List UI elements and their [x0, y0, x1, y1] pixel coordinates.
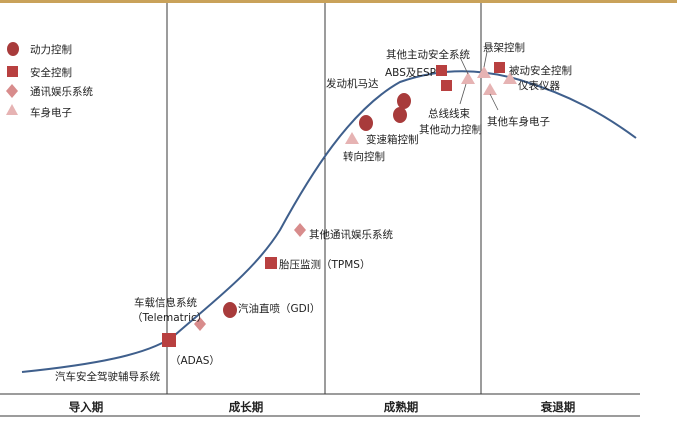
gdi-marker [223, 302, 237, 318]
phase-maturity: 成熟期 [384, 400, 419, 414]
other-body-label: 其他车身电子 [487, 115, 550, 128]
suspension-marker [477, 66, 491, 78]
abs-esp-marker [441, 80, 452, 91]
other-infotainment-label: 其他通讯娱乐系统 [309, 228, 393, 241]
callout-line [459, 83, 467, 105]
phase-decline: 衰退期 [540, 400, 576, 414]
bus-harness-label: 总线线束 [428, 107, 470, 120]
other-infotainment-marker [294, 223, 306, 237]
steering-marker [345, 132, 359, 144]
steering-label: 转向控制 [343, 150, 385, 163]
phase-labels: 导入期 成长期 成熟期 衰退期 [69, 400, 576, 414]
phase-intro: 导入期 [69, 400, 104, 414]
other-body-marker [483, 83, 497, 95]
legend-safety-marker [7, 66, 18, 77]
phase-dividers [0, 3, 640, 417]
tpms-label: 胎压监测（TPMS） [279, 258, 370, 271]
passive-safety-label: 被动安全控制 [509, 64, 572, 77]
callout-line [483, 51, 488, 68]
other-active-safety-label: 其他主动安全系统 [386, 48, 470, 61]
passive-safety-marker [494, 62, 505, 73]
item-labels: 汽车安全驾驶辅导系统 （ADAS） 车载信息系统 （Telematric） 汽油… [55, 41, 572, 383]
suspension-label: 悬架控制 [483, 41, 525, 54]
legend-body-marker [6, 104, 18, 115]
legend-body-label: 车身电子 [30, 106, 72, 119]
bus-harness-marker [461, 72, 475, 84]
instruments-marker [503, 72, 517, 84]
adas-label: （ADAS） [170, 355, 220, 367]
adas-system-label: 汽车安全驾驶辅导系统 [55, 370, 160, 383]
top-accent-bar [0, 0, 677, 3]
legend-infotainment-marker [6, 84, 18, 98]
instruments-label: 仪表仪器 [518, 79, 560, 92]
adas-marker [162, 333, 176, 347]
gdi-label: 汽油直喷（GDI） [238, 302, 320, 315]
legend-power-marker [7, 42, 19, 56]
phase-growth: 成长期 [229, 400, 264, 414]
callout-line [459, 56, 469, 75]
other-power-label: 其他动力控制 [419, 123, 482, 136]
other-power-marker [393, 107, 407, 123]
abs-esp-label: ABS及ESP [385, 67, 436, 79]
telematics-label-2: （Telematric） [132, 312, 207, 324]
legend-safety-label: 安全控制 [30, 66, 72, 79]
callout-line [489, 93, 499, 111]
legend-power-label: 动力控制 [30, 43, 72, 56]
curve-markers [162, 62, 517, 347]
transmission-marker [359, 115, 373, 131]
other-active-safety-marker [436, 65, 447, 76]
legend: 动力控制 安全控制 通讯娱乐系统 车身电子 [6, 42, 93, 119]
tpms-marker [265, 257, 277, 269]
telematics-label-1: 车载信息系统 [134, 296, 197, 309]
legend-infotainment-label: 通讯娱乐系统 [30, 85, 93, 98]
callout-lines [459, 51, 499, 111]
telematics-marker [194, 317, 206, 331]
engine-motor-marker [397, 93, 411, 109]
engine-motor-label: 发动机马达 [326, 77, 379, 90]
transmission-label: 变速箱控制 [366, 133, 419, 146]
